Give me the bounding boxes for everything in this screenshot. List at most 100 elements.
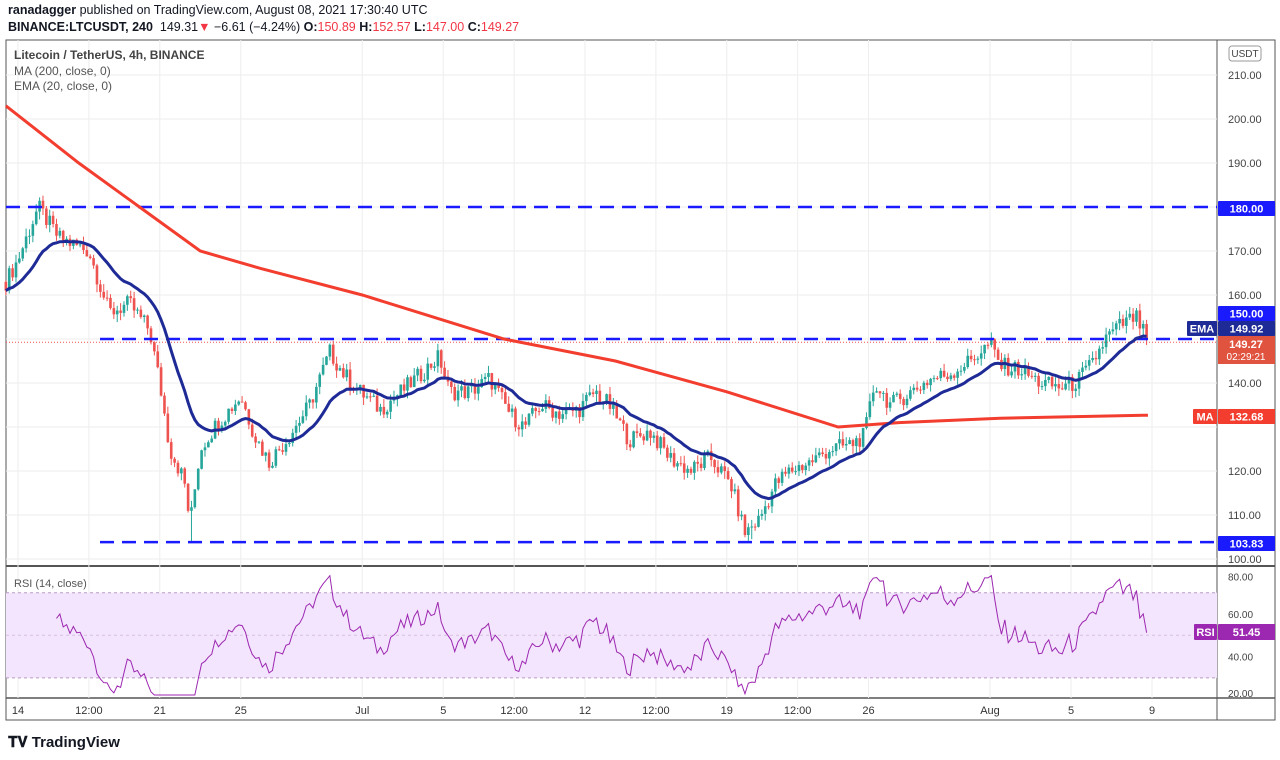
candle [1027, 362, 1030, 378]
candle [61, 229, 65, 248]
candle [176, 460, 180, 477]
candle [473, 378, 477, 400]
x-tick-label: 12 [579, 705, 591, 717]
candle [882, 390, 885, 402]
candle [227, 408, 230, 425]
candle [146, 314, 149, 335]
candle [277, 445, 281, 451]
candle [180, 467, 183, 481]
ma-legend[interactable]: MA (200, close, 0) [14, 64, 111, 78]
candle [841, 431, 845, 448]
candle [1044, 372, 1047, 392]
x-tick-label: 9 [1149, 705, 1155, 717]
candle [183, 467, 187, 488]
candle [639, 428, 642, 438]
candle [345, 363, 349, 382]
candle [730, 476, 733, 499]
candle [750, 519, 754, 540]
candle [888, 397, 892, 412]
candle [294, 419, 298, 441]
candle [915, 381, 919, 392]
candle [804, 462, 808, 476]
candle [659, 435, 662, 455]
low-value: 147.00 [425, 20, 465, 34]
candle [328, 343, 332, 361]
candle [58, 227, 62, 239]
candle [1047, 376, 1051, 384]
candle [649, 429, 652, 446]
candle [173, 456, 176, 468]
candle [554, 411, 558, 424]
candle [291, 428, 295, 447]
y-tick-label: 200.00 [1228, 114, 1262, 126]
candle [524, 417, 527, 429]
candle [855, 435, 858, 454]
candle [281, 442, 284, 455]
candle [794, 465, 797, 475]
candle [973, 354, 976, 366]
ema-legend[interactable]: EMA (20, close, 0) [14, 79, 113, 93]
ema-tag: EMA [1190, 324, 1215, 336]
candle [210, 435, 214, 443]
candle [288, 441, 291, 447]
author[interactable]: ranadagger [8, 3, 77, 17]
candle [861, 427, 865, 450]
candle [493, 383, 497, 395]
candle [55, 218, 58, 241]
candle [402, 378, 406, 397]
x-tick-label: 14 [12, 705, 24, 717]
candle [909, 386, 912, 401]
candle [976, 356, 980, 364]
candle [635, 423, 639, 438]
candle [267, 449, 271, 472]
candle [952, 373, 956, 381]
candle [598, 384, 602, 405]
candle [1081, 361, 1084, 379]
candle [416, 366, 419, 382]
candle [217, 417, 220, 436]
candle [1131, 308, 1135, 330]
candle [436, 343, 440, 373]
ma200-line [4, 104, 1148, 429]
x-tick-label: 5 [440, 705, 446, 717]
currency-label: USDT [1231, 49, 1258, 60]
rsi-legend[interactable]: RSI (14, close) [14, 578, 87, 590]
candle [801, 464, 804, 474]
rsi-tick-label: 80.00 [1228, 572, 1253, 583]
candle [1118, 311, 1121, 331]
candle [298, 416, 301, 433]
candle [591, 388, 595, 398]
candle [743, 514, 747, 538]
candle [129, 290, 133, 303]
candle [409, 375, 413, 388]
candle [261, 439, 264, 457]
y-tick-label: 160.00 [1228, 290, 1262, 302]
candle [419, 365, 423, 384]
tradingview-logo[interactable]: 𝐓𝐕 TradingView [8, 734, 120, 751]
candle [1020, 368, 1024, 380]
candle [14, 254, 18, 283]
symbol: BINANCE:LTCUSDT, 240 [8, 20, 153, 34]
candle [824, 447, 828, 465]
candle [1033, 372, 1037, 382]
candle [1135, 308, 1138, 327]
close-value: 149.27 [480, 20, 520, 34]
candle [851, 438, 855, 454]
candle [632, 430, 635, 449]
candle [716, 460, 720, 478]
candle [311, 399, 315, 409]
candle [41, 195, 45, 215]
candle [949, 372, 953, 382]
candle [875, 387, 878, 393]
candle [780, 468, 784, 487]
candle [682, 455, 686, 480]
candle [159, 362, 163, 397]
x-tick-label: 26 [862, 705, 874, 717]
candle [747, 523, 750, 541]
ema-value-label: 149.92 [1230, 324, 1264, 336]
chart-frame [5, 39, 1276, 721]
candle [92, 254, 95, 269]
candle [733, 483, 737, 495]
candle [655, 430, 659, 451]
